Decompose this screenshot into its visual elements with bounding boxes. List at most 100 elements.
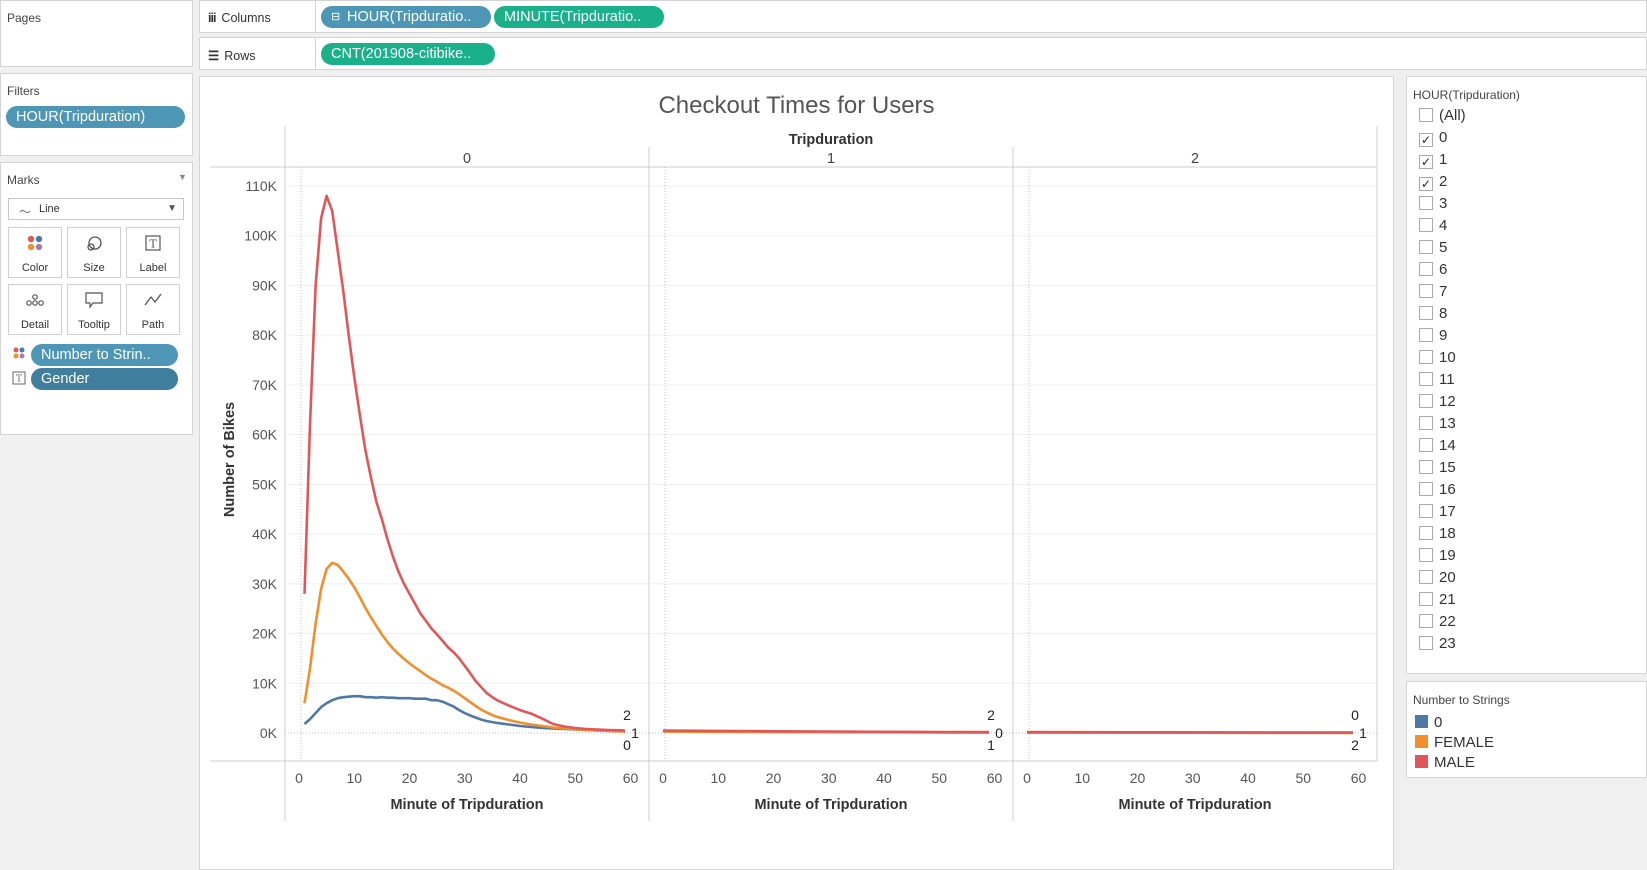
x-tick-label: 50 <box>567 770 583 786</box>
hour-filter-item-label: 16 <box>1439 481 1456 498</box>
hour-filter-item[interactable]: ✓ 2 <box>1419 173 1447 195</box>
hour-filter-item[interactable]: ✓ 0 <box>1419 129 1447 151</box>
hour-filter-item[interactable]: (All) <box>1419 107 1466 129</box>
hour-filter-item-label: 19 <box>1439 547 1456 564</box>
column-header: Tripduration <box>789 132 874 148</box>
checkbox-checked-icon[interactable]: ✓ <box>1419 133 1433 147</box>
hour-filter-item[interactable]: 22 <box>1419 613 1456 635</box>
pages-shelf[interactable]: Pages <box>0 0 193 67</box>
hour-filter-item[interactable]: 4 <box>1419 217 1447 239</box>
checkbox-icon[interactable] <box>1419 240 1433 254</box>
checkbox-icon[interactable] <box>1419 350 1433 364</box>
checkbox-icon[interactable] <box>1419 460 1433 474</box>
hour-filter-item[interactable]: 13 <box>1419 415 1456 437</box>
hour-filter-item[interactable]: 18 <box>1419 525 1456 547</box>
color-legend-card: Number to Strings 0 FEMALE MALE <box>1406 681 1647 778</box>
checkbox-icon[interactable] <box>1419 570 1433 584</box>
checkbox-icon[interactable] <box>1419 372 1433 386</box>
checkbox-icon[interactable] <box>1419 482 1433 496</box>
x-tick-label: 40 <box>1240 770 1256 786</box>
checkbox-icon[interactable] <box>1419 306 1433 320</box>
legend-item[interactable]: 0 <box>1415 714 1442 734</box>
shelf-divider <box>315 38 316 69</box>
x-tick-label: 40 <box>512 770 528 786</box>
columns-shelf-label: iii Columns <box>208 11 271 25</box>
hour-filter-item[interactable]: 9 <box>1419 327 1447 349</box>
x-axis-label: Minute of Tripduration <box>390 797 543 813</box>
tooltip-button[interactable]: Tooltip <box>67 284 121 335</box>
panel-header-label: 1 <box>827 151 835 167</box>
label-button[interactable]: T Label <box>126 227 180 278</box>
x-tick-label: 50 <box>931 770 947 786</box>
hour-filter-item-label: 8 <box>1439 305 1448 322</box>
hour-filter-item[interactable]: 23 <box>1419 635 1456 657</box>
tooltip-bubble-icon <box>68 291 120 315</box>
hour-filter-item[interactable]: ✓ 1 <box>1419 151 1447 173</box>
x-tick-label: 20 <box>1130 770 1146 786</box>
end-label: 0 <box>623 737 631 753</box>
hour-filter-item-label: 0 <box>1439 129 1448 146</box>
x-tick-label: 0 <box>1023 770 1031 786</box>
checkbox-icon[interactable] <box>1419 636 1433 650</box>
rows-pill-count[interactable]: CNT(201908-citibike.. <box>321 43 495 65</box>
columns-shelf[interactable]: iii Columns ⊟ HOUR(Tripduratio.. MINUTE(T… <box>199 0 1647 33</box>
legend-item[interactable]: MALE <box>1415 754 1475 774</box>
checkbox-icon[interactable] <box>1419 548 1433 562</box>
checkbox-icon[interactable] <box>1419 394 1433 408</box>
checkbox-checked-icon[interactable]: ✓ <box>1419 177 1433 191</box>
hour-filter-item[interactable]: 14 <box>1419 437 1456 459</box>
hour-filter-item[interactable]: 10 <box>1419 349 1456 371</box>
size-button[interactable]: Size <box>67 227 121 278</box>
checkbox-icon[interactable] <box>1419 438 1433 452</box>
checkbox-icon[interactable] <box>1419 196 1433 210</box>
legend-item[interactable]: FEMALE <box>1415 734 1494 754</box>
checkbox-checked-icon[interactable]: ✓ <box>1419 155 1433 169</box>
x-tick-label: 10 <box>710 770 726 786</box>
checkbox-icon[interactable] <box>1419 218 1433 232</box>
filter-pill-hour[interactable]: HOUR(Tripduration) <box>6 106 185 128</box>
hour-filter-item[interactable]: 3 <box>1419 195 1447 217</box>
checkbox-icon[interactable] <box>1419 592 1433 606</box>
hour-filter-item[interactable]: 20 <box>1419 569 1456 591</box>
hour-filter-item[interactable]: 12 <box>1419 393 1456 415</box>
columns-pill-minute[interactable]: MINUTE(Tripduratio.. <box>494 6 664 28</box>
end-label: 2 <box>1351 737 1359 753</box>
rows-shelf[interactable]: ☰ Rows CNT(201908-citibike.. <box>199 37 1647 70</box>
columns-pill-hour[interactable]: ⊟ HOUR(Tripduratio.. <box>321 6 491 28</box>
checkbox-icon[interactable] <box>1419 284 1433 298</box>
color-button[interactable]: Color <box>8 227 62 278</box>
y-tick-label: 110K <box>245 178 277 194</box>
hour-filter-item[interactable]: 8 <box>1419 305 1447 327</box>
y-tick-label: 10K <box>252 675 278 691</box>
hour-filter-item[interactable]: 11 <box>1419 371 1455 393</box>
mark-type-dropdown[interactable]: 〜 Line ▼ <box>8 198 184 220</box>
hour-filter-item-label: 12 <box>1439 393 1456 410</box>
color-field-pill[interactable]: Number to Strin.. <box>31 344 178 366</box>
hour-filter-item[interactable]: 7 <box>1419 283 1447 305</box>
pages-title: Pages <box>7 11 42 25</box>
hour-filter-item[interactable]: 15 <box>1419 459 1456 481</box>
x-tick-label: 60 <box>623 770 639 786</box>
checkbox-icon[interactable] <box>1419 108 1433 122</box>
detail-button[interactable]: Detail <box>8 284 62 335</box>
hour-filter-item[interactable]: 16 <box>1419 481 1456 503</box>
checkbox-icon[interactable] <box>1419 328 1433 342</box>
checkbox-icon[interactable] <box>1419 504 1433 518</box>
hour-filter-item[interactable]: 19 <box>1419 547 1456 569</box>
series-line <box>303 561 626 733</box>
legend-item-label: FEMALE <box>1434 734 1495 751</box>
hour-filter-item[interactable]: 6 <box>1419 261 1447 283</box>
hour-filter-item[interactable]: 17 <box>1419 503 1456 525</box>
checkbox-icon[interactable] <box>1419 262 1433 276</box>
hour-filter-item[interactable]: 21 <box>1419 591 1456 613</box>
path-button[interactable]: Path <box>126 284 180 335</box>
hour-filter-item[interactable]: 5 <box>1419 239 1447 261</box>
label-field-pill[interactable]: Gender <box>31 368 178 390</box>
checkbox-icon[interactable] <box>1419 416 1433 430</box>
checkbox-icon[interactable] <box>1419 614 1433 628</box>
end-label: 1 <box>1359 725 1367 741</box>
y-tick-label: 90K <box>252 277 278 293</box>
checkbox-icon[interactable] <box>1419 526 1433 540</box>
marks-menu-caret-icon[interactable]: ▼ <box>178 172 187 182</box>
